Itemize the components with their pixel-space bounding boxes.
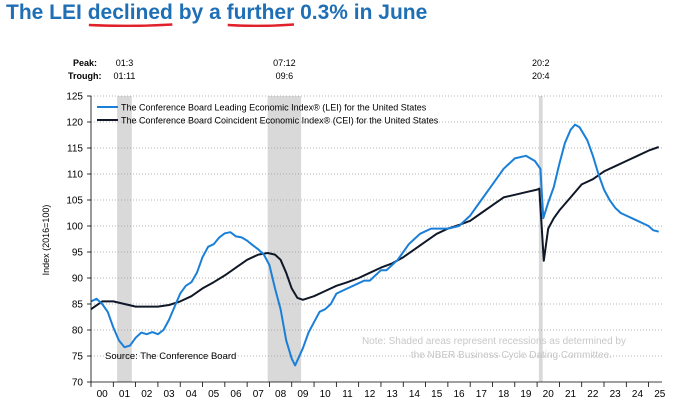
headline-part-3: 0.3% in June [294, 1, 428, 24]
recession-peak-label-2: 20:2 [532, 58, 550, 68]
y-tick-label-110: 110 [67, 170, 83, 181]
y-tick-label-115: 115 [67, 144, 83, 155]
red-underline-further [227, 23, 295, 27]
recession-shading-2 [538, 96, 543, 382]
x-tick-label-15: 15 [431, 389, 443, 400]
y-tick-label-120: 120 [66, 118, 83, 129]
y-tick-label-80: 80 [72, 326, 84, 337]
peak-label: Peak: [73, 58, 97, 68]
x-tick-label-08: 08 [275, 389, 287, 400]
x-tick-label-03: 03 [164, 389, 176, 400]
x-tick-label-04: 04 [186, 389, 198, 400]
x-tick-label-02: 02 [141, 389, 153, 400]
x-tick-label-09: 09 [297, 389, 309, 400]
recession-trough-label-2: 20:4 [532, 71, 550, 81]
x-tick-label-05: 05 [208, 389, 220, 400]
x-tick-label-10: 10 [320, 389, 332, 400]
y-tick-label-100: 100 [66, 222, 83, 233]
y-tick-label-95: 95 [72, 248, 84, 259]
legend-lei-label: The Conference Board Leading Economic In… [121, 103, 427, 113]
headline-word-declined: declined [87, 1, 173, 27]
recession-trough-label-1: 09:6 [276, 71, 294, 81]
x-tick-label-22: 22 [587, 389, 599, 400]
x-tick-label-06: 06 [230, 389, 242, 400]
y-tick-label-85: 85 [72, 300, 84, 311]
headline-word-declined-text: declined [87, 1, 173, 24]
headline-part-2: by a [172, 1, 227, 24]
x-tick-label-07: 07 [253, 389, 265, 400]
legend: The Conference Board Leading Economic In… [97, 103, 439, 126]
x-tick-label-25: 25 [654, 389, 666, 400]
x-tick-label-01: 01 [119, 389, 131, 400]
x-tick-label-00: 00 [97, 389, 109, 400]
y-tick-label-75: 75 [72, 352, 84, 363]
y-axis-label: Index (2016=100) [41, 205, 51, 276]
axes-layer: 70 75 80 85 90 95 100 105 110 115 120 125 00 01 02 03 04… [66, 92, 665, 401]
x-tick-label-16: 16 [453, 389, 465, 400]
y-tick-label-90: 90 [72, 274, 84, 285]
note-line-2: the NBER Business Cycle Dating Committee… [411, 350, 612, 361]
y-tick-label-105: 105 [66, 196, 83, 207]
lei-series-line [90, 123, 659, 367]
recession-labels-layer: 01:3 01:11 07:12 09:6 20:2 20:4 [114, 58, 550, 81]
recession-trough-label-0: 01:11 [114, 71, 136, 81]
legend-cei-label: The Conference Board Coincident Economic… [121, 116, 439, 126]
x-tick-label-12: 12 [364, 389, 376, 400]
recession-shading-0 [117, 96, 132, 382]
x-tick-label-18: 18 [498, 389, 510, 400]
x-tick-label-21: 21 [565, 389, 577, 400]
headline-word-further: further [226, 1, 295, 27]
x-tick-label-23: 23 [610, 389, 622, 400]
source-label: Source: The Conference Board [105, 351, 236, 362]
gridlines-layer [91, 95, 662, 357]
recession-shading-1 [267, 96, 302, 382]
headline-part-1: The LEI [6, 1, 88, 24]
cei-series-line [90, 146, 660, 311]
x-tick-label-14: 14 [409, 389, 421, 400]
y-tick-label-70: 70 [72, 378, 84, 389]
x-tick-label-24: 24 [632, 389, 644, 400]
x-tick-label-17: 17 [476, 389, 488, 400]
series-layer [90, 123, 660, 367]
y-tick-label-125: 125 [66, 92, 83, 103]
red-underline-declined [88, 23, 173, 27]
headline-word-further-text: further [226, 1, 295, 24]
x-tick-label-19: 19 [520, 389, 532, 400]
trough-label: Trough: [68, 71, 102, 81]
x-tick-label-20: 20 [543, 389, 555, 400]
headline: The LEI declined by a further 0.3% in Ju… [6, 1, 427, 31]
x-tick-label-13: 13 [387, 389, 399, 400]
x-tick-label-11: 11 [342, 389, 353, 400]
recession-peak-label-1: 07:12 [273, 58, 296, 68]
recession-peak-label-0: 01:3 [116, 58, 134, 68]
note-line-1: Note: Shaded areas represent recessions … [362, 336, 626, 347]
